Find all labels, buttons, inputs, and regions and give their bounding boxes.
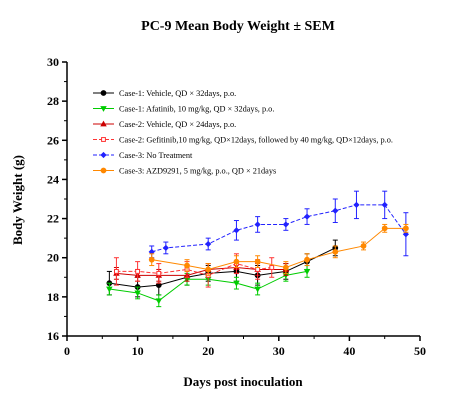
series-5 [148, 190, 409, 259]
data-point [162, 244, 169, 252]
y-tick-label: 18 [47, 290, 59, 304]
data-point [135, 268, 141, 274]
data-point [134, 290, 141, 297]
data-point [155, 298, 163, 305]
data-point [269, 265, 275, 270]
legend-item-5: Case-3: No Treatment [93, 151, 193, 160]
data-point [205, 240, 212, 248]
legend-label: Case-3: AZD9291, 5 mg/kg, p.o., QD × 21d… [119, 167, 276, 176]
plot-area [106, 190, 409, 308]
data-point [148, 256, 155, 263]
data-point [402, 225, 409, 232]
data-point [106, 286, 113, 293]
data-point [233, 280, 240, 287]
series-3 [113, 261, 290, 282]
x-tick-label: 40 [343, 344, 355, 358]
legend-swatch-marker [101, 137, 106, 142]
data-point [304, 256, 310, 263]
series-line [109, 247, 336, 288]
data-point [332, 248, 339, 255]
chart-title: PC-9 Mean Body Weight ± SEM [141, 19, 335, 34]
y-axis-label: Body Weight (g) [10, 155, 25, 245]
series-line [151, 204, 407, 253]
data-point [360, 243, 367, 249]
legend-label: Case-3: No Treatment [119, 151, 193, 160]
legend-label: Case-1: Vehicle, QD × 32days, p.o. [119, 89, 236, 98]
data-point [332, 207, 339, 214]
data-point [233, 258, 240, 265]
legend-item-1: Case-1: Vehicle, QD × 32days, p.o. [93, 89, 236, 98]
data-point [184, 262, 190, 269]
legend-item-2: Case-1: Afatinib, 10 mg/kg, QD × 32days,… [93, 105, 274, 114]
data-point [233, 227, 240, 234]
x-tick-label: 20 [202, 344, 214, 358]
legend: Case-1: Vehicle, QD × 32days, p.o. Case-1… [93, 89, 393, 176]
data-point [402, 231, 409, 238]
y-tick-label: 26 [47, 133, 59, 147]
legend-item-6: Case-3: AZD9291, 5 mg/kg, p.o., QD × 21d… [93, 167, 276, 176]
data-point [282, 221, 289, 228]
y-axis: 16 18 20 22 24 26 28 30 [47, 55, 68, 343]
x-axis-label: Days post inoculation [183, 374, 303, 389]
y-tick-label: 28 [47, 94, 59, 108]
data-point [303, 268, 311, 275]
x-tick-label: 10 [132, 344, 144, 358]
x-tick-label: 30 [273, 344, 285, 358]
series-6 [148, 223, 409, 276]
legend-label: Case-2: Gefitinib,10 mg/kg, QD×12days, f… [119, 136, 393, 145]
y-tick-label: 24 [47, 172, 59, 186]
data-point [381, 225, 388, 232]
y-tick-label: 20 [47, 251, 59, 265]
data-point [205, 266, 212, 273]
x-tick-label: 50 [414, 344, 426, 358]
data-point [255, 267, 261, 272]
data-point [114, 268, 119, 274]
data-point [282, 264, 289, 271]
legend-swatch-marker [100, 167, 107, 174]
x-axis: 0 10 20 30 40 50 [64, 335, 426, 358]
legend-swatch-marker [100, 120, 107, 127]
legend-label: Case-1: Afatinib, 10 mg/kg, QD × 32days,… [119, 105, 274, 114]
x-tick-label: 0 [64, 344, 70, 358]
legend-item-3: Case-2: Vehicle, QD × 24days, p.o. [93, 120, 236, 129]
y-tick-label: 22 [47, 212, 59, 226]
series-line [116, 263, 272, 276]
series-line [151, 227, 406, 270]
legend-swatch-marker [100, 151, 107, 159]
data-point [156, 270, 162, 276]
y-tick-label: 16 [47, 329, 59, 343]
data-point [353, 201, 360, 208]
legend-item-4: Case-2: Gefitinib,10 mg/kg, QD×12days, f… [93, 136, 393, 145]
legend-swatch-marker [100, 106, 107, 112]
y-tick-label: 30 [47, 55, 59, 69]
data-point [254, 258, 261, 265]
legend-swatch-marker [100, 90, 107, 96]
data-point [254, 286, 261, 293]
data-point [254, 221, 261, 228]
data-point [381, 201, 388, 208]
legend-label: Case-2: Vehicle, QD × 24days, p.o. [119, 120, 236, 129]
data-point [303, 213, 311, 220]
